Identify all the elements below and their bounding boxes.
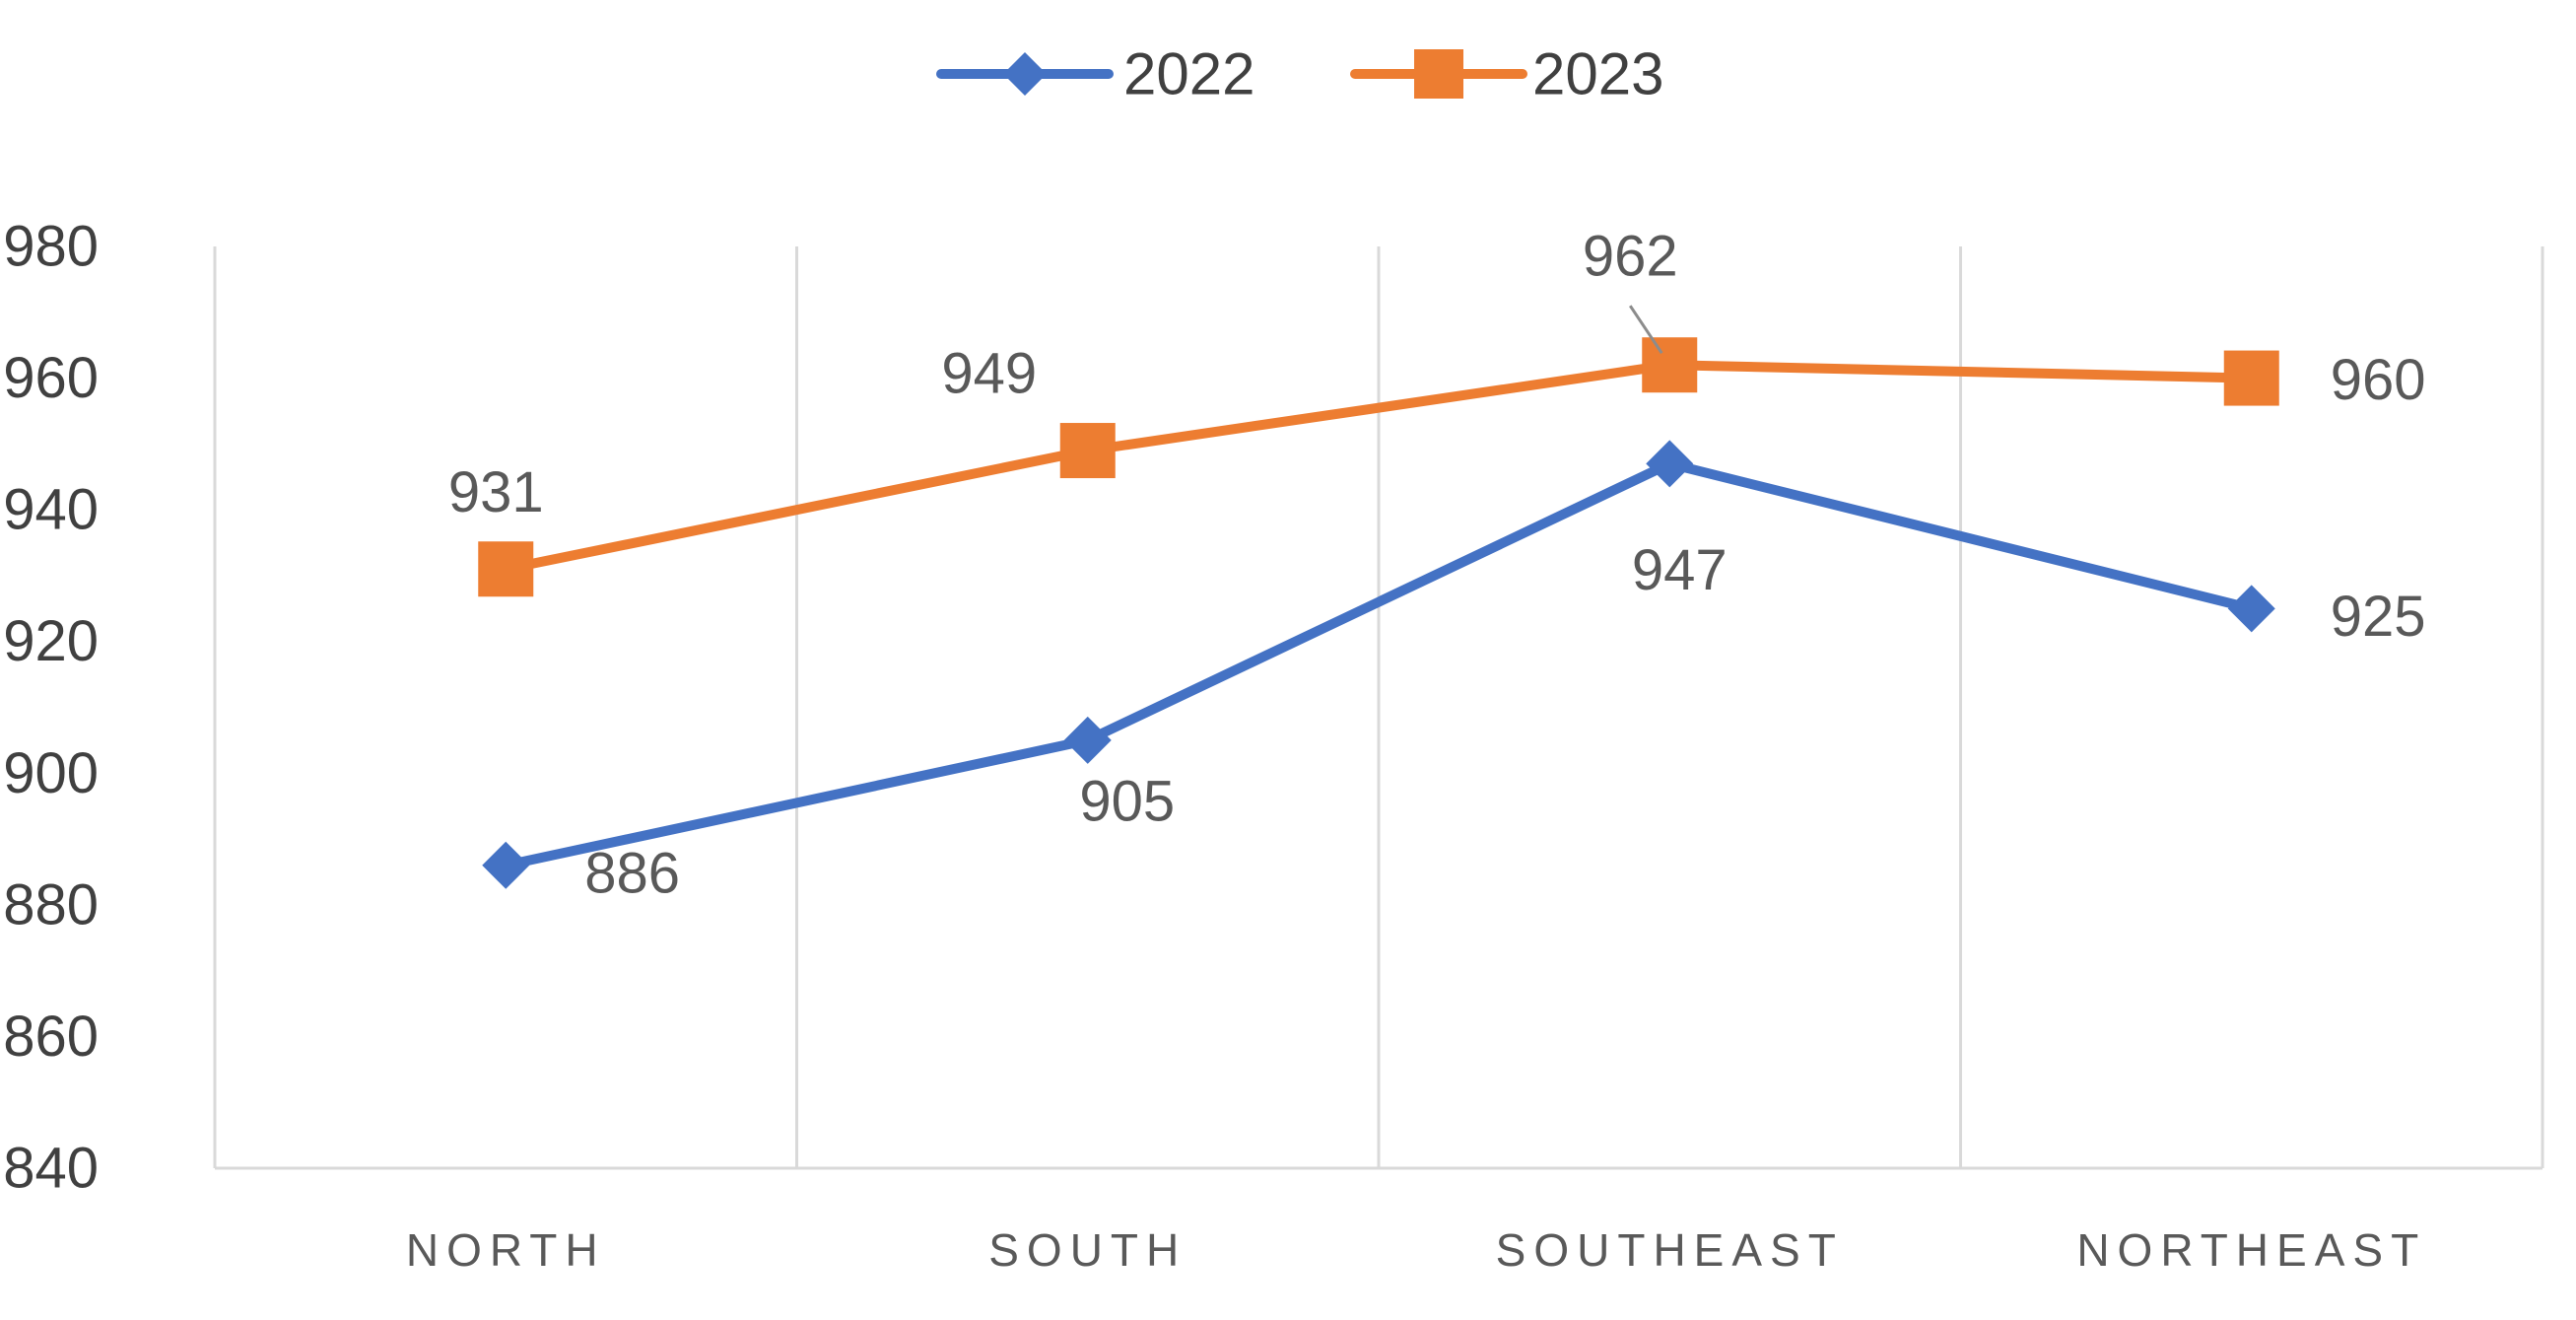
series-line-2023 <box>501 360 2257 575</box>
data-point-2023 <box>2223 350 2279 406</box>
x-tick-label: NORTHEAST <box>2076 1224 2426 1276</box>
y-tick-label: 980 <box>3 215 99 279</box>
y-tick-label: 940 <box>3 478 99 542</box>
legend-label-2023: 2023 <box>1532 41 1663 107</box>
series-layer <box>478 337 2279 889</box>
y-tick-label: 900 <box>3 741 99 805</box>
x-tick-label: SOUTH <box>988 1224 1186 1276</box>
data-labels: 886 905 947 925 931 949 962 960 <box>448 225 2426 906</box>
data-point-2023 <box>478 541 534 597</box>
x-axis: NORTH SOUTH SOUTHEAST NORTHEAST <box>406 1224 2426 1276</box>
y-tick-label: 880 <box>3 872 99 937</box>
data-label-2022: 947 <box>1632 538 1728 602</box>
data-label-2023: 962 <box>1583 225 1678 289</box>
data-label-2023: 931 <box>448 460 544 524</box>
data-point-2022 <box>1063 716 1112 764</box>
data-label-2022: 925 <box>2331 585 2426 649</box>
data-label-2023: 960 <box>2331 348 2426 412</box>
x-tick-label: SOUTHEAST <box>1496 1224 1844 1276</box>
y-tick-label: 840 <box>3 1137 99 1201</box>
data-point-2023 <box>1059 423 1116 479</box>
y-tick-label: 920 <box>3 609 99 673</box>
data-point-2022 <box>482 841 530 889</box>
data-point-2023 <box>1642 337 1698 393</box>
data-point-2022 <box>2227 585 2275 633</box>
legend-marker-2022 <box>1003 52 1047 96</box>
data-label-2023: 949 <box>941 342 1037 406</box>
y-axis: 840 860 880 900 920 940 960 980 <box>3 215 99 1201</box>
data-label-leader-line <box>1629 305 1663 355</box>
legend-label-2022: 2022 <box>1123 41 1254 107</box>
y-tick-label: 960 <box>3 346 99 410</box>
gridlines <box>213 246 2544 1170</box>
data-point-2022 <box>1646 440 1694 488</box>
legend: 2022 2023 <box>936 41 1663 107</box>
data-label-2022: 886 <box>584 841 680 905</box>
y-tick-label: 860 <box>3 1005 99 1069</box>
data-label-2022: 905 <box>1079 769 1175 833</box>
series-line-2022 <box>501 458 2257 870</box>
x-tick-label: NORTH <box>406 1224 606 1276</box>
legend-marker-2023 <box>1414 49 1463 99</box>
